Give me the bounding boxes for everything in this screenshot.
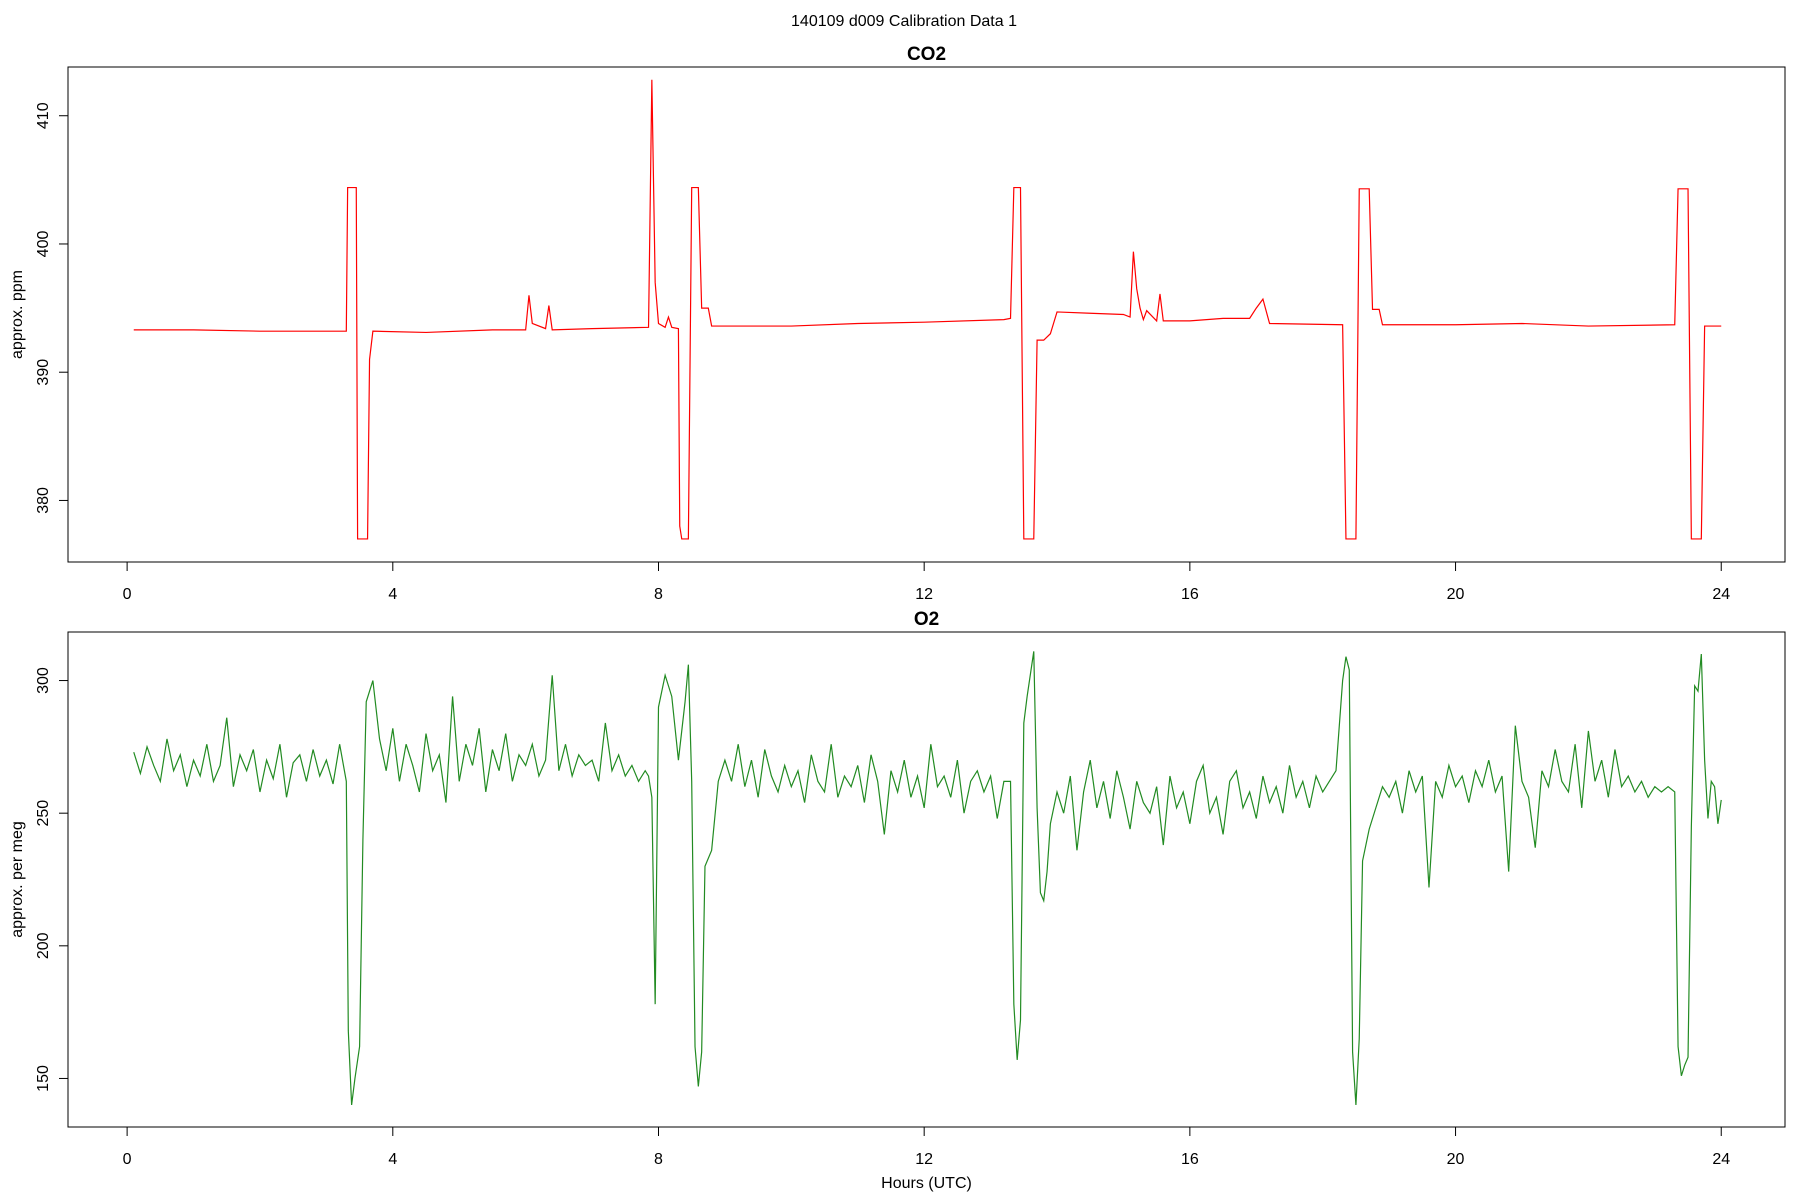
plot-box — [67, 66, 1786, 563]
y-axis-label: approx. ppm — [9, 270, 26, 359]
x-axis-label: Hours (UTC) — [881, 1175, 972, 1192]
x-tick-label: 0 — [123, 586, 132, 603]
x-tick-label: 12 — [915, 586, 933, 603]
data-line — [133, 651, 1722, 1106]
data-line — [133, 79, 1722, 540]
x-tick-label: 24 — [1712, 586, 1730, 603]
x-tick-label: 16 — [1181, 1151, 1199, 1168]
x-tick-label: 20 — [1447, 586, 1465, 603]
y-tick-label: 380 — [35, 487, 52, 514]
x-tick-label: 24 — [1712, 1151, 1730, 1168]
y-axis-label: approx. per meg — [9, 821, 26, 938]
figure-title: 140109 d009 Calibration Data 1 — [791, 13, 1017, 30]
panel-title: O2 — [914, 609, 939, 630]
x-tick-label: 12 — [915, 1151, 933, 1168]
x-tick-label: 0 — [123, 1151, 132, 1168]
y-tick-label: 410 — [35, 102, 52, 129]
y-tick-label: 300 — [35, 667, 52, 694]
x-tick-label: 4 — [388, 1151, 397, 1168]
x-tick-label: 8 — [654, 1151, 663, 1168]
x-tick-label: 4 — [388, 586, 397, 603]
plot-box — [67, 631, 1786, 1128]
panel-title: CO2 — [907, 44, 946, 65]
y-tick-label: 400 — [35, 231, 52, 258]
x-tick-label: 8 — [654, 586, 663, 603]
x-tick-label: 20 — [1447, 1151, 1465, 1168]
y-tick-label: 200 — [35, 932, 52, 959]
y-tick-label: 250 — [35, 800, 52, 827]
y-tick-label: 150 — [35, 1065, 52, 1092]
y-tick-label: 390 — [35, 359, 52, 386]
x-tick-label: 16 — [1181, 586, 1199, 603]
